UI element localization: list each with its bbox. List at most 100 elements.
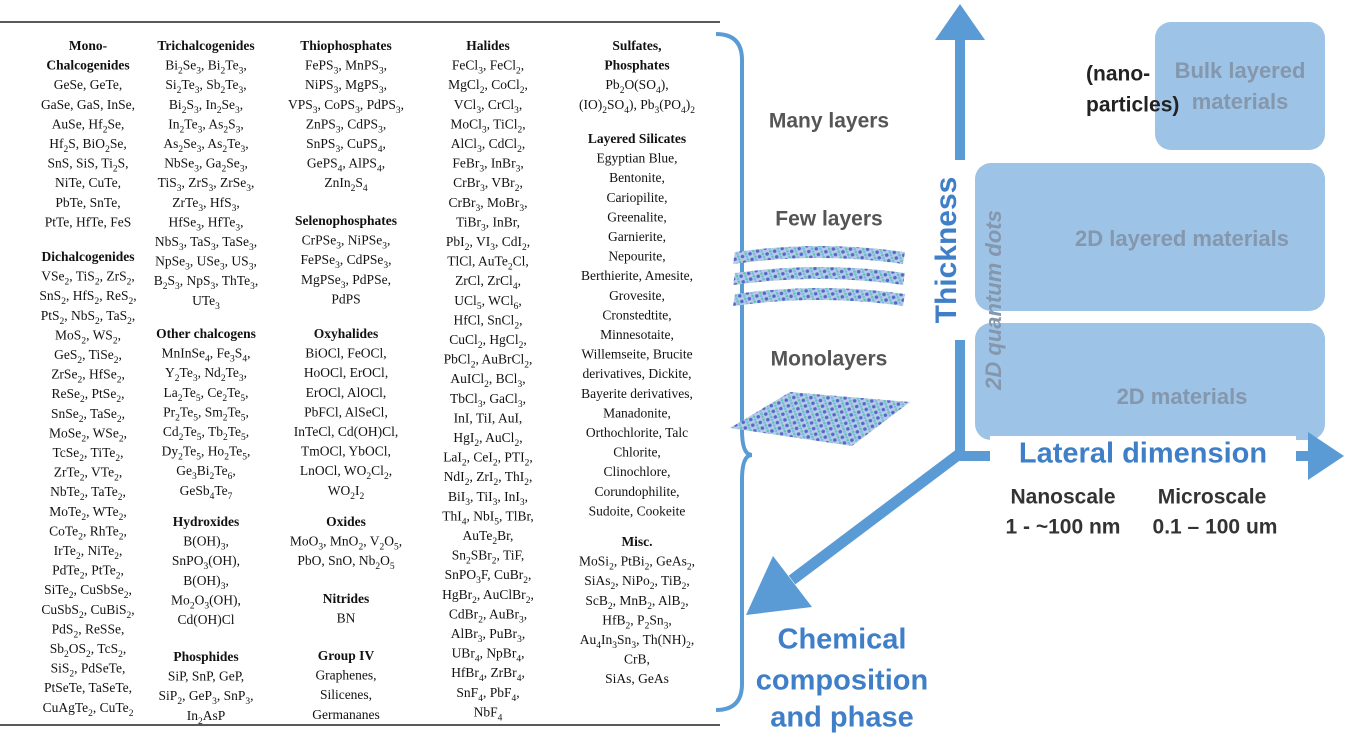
formula-part: , CrCl	[481, 97, 514, 112]
formula-part: PdS	[52, 621, 74, 636]
formula-part: AlBr	[451, 626, 479, 641]
formula-part: 3	[240, 145, 245, 155]
formula-part: 3	[477, 145, 482, 155]
formula-part: ,	[244, 365, 247, 380]
formula-part: , PuBr	[483, 626, 518, 641]
formula-part: 3	[239, 67, 244, 77]
formula-part: 2	[178, 394, 183, 404]
material-list: MoSe2, WSe2,	[49, 425, 127, 444]
formula-part: ,	[240, 97, 243, 112]
formula-part: 3	[476, 106, 481, 116]
formula-part: ReSe	[52, 386, 81, 401]
formula-part: ,	[240, 214, 243, 229]
formula-part: Cl,	[513, 254, 529, 269]
formula-part: 2	[64, 145, 69, 155]
formula-part: (PO	[659, 97, 681, 112]
formula-part: , ZrBr	[484, 665, 517, 680]
formula-part: Clinochlore,	[603, 464, 670, 479]
formula-part: , InBr	[484, 156, 516, 171]
formula-part: 2	[81, 337, 86, 347]
material-list: UBr4, NpBr4,	[452, 646, 525, 665]
formula-part: Pb	[605, 77, 620, 92]
material-list: SiP, SnP, GeP,	[168, 669, 244, 684]
formula-part: 2	[626, 622, 631, 632]
formula-part: 3	[465, 498, 470, 508]
composition-label: and phase	[770, 702, 913, 734]
formula-part: SnS, SiS, Ti	[48, 156, 114, 171]
section-heading: Halides	[466, 38, 510, 53]
formula-part: , AuCl	[479, 430, 515, 445]
formula-part: 2	[474, 439, 479, 449]
formula-part: 2	[686, 641, 691, 651]
formula-part: , Sb	[199, 77, 220, 92]
material-list: CrBr3, MoBr3,	[449, 195, 528, 214]
formula-part: 2	[492, 537, 497, 547]
formula-part: ,	[668, 612, 671, 627]
formula-part: , InBr,	[486, 214, 520, 229]
formula-part: ScB	[585, 593, 608, 608]
material-list: Y2Te3, Nd2Te3,	[165, 365, 247, 384]
formula-part: PbTe, SnTe,	[55, 195, 120, 210]
formula-part: NdI	[444, 469, 465, 484]
formula-part: , VI	[469, 234, 490, 249]
formula-part: TmOCl, YbOCl,	[301, 444, 391, 459]
formula-part: Te	[183, 385, 196, 400]
material-list: La2Te5, Ce2Te5,	[164, 385, 249, 404]
formula-part: )	[686, 97, 691, 112]
formula-part: 2	[220, 86, 225, 96]
formula-part: 4	[475, 655, 480, 665]
formula-part: ,	[525, 489, 528, 504]
formula-part: 3	[185, 263, 190, 273]
formula-part: Se	[221, 97, 235, 112]
formula-part: 2	[79, 611, 84, 621]
formula-part: ThI	[442, 508, 462, 523]
formula-part: BiI	[448, 489, 466, 504]
material-list: MoCl3, TiCl2,	[450, 116, 525, 135]
formula-part: Cariopilite,	[606, 190, 667, 205]
section-heading: Mono-	[69, 38, 107, 53]
material-list: PdS2, ReSSe,	[52, 621, 125, 640]
material-list: In2AsP	[187, 708, 226, 727]
formula-part: 3	[221, 543, 226, 553]
formula-part: MoSe	[49, 425, 81, 440]
formula-part: 3	[334, 67, 339, 77]
formula-part: ,	[120, 445, 123, 460]
formula-part: ErOCl, AlOCl,	[306, 385, 387, 400]
formula-part: TbCl	[450, 391, 478, 406]
formula-part: 3	[478, 67, 483, 77]
formula-part: HfCl, SnCl	[454, 312, 515, 327]
material-list: ScB2, MnB2, AlB2,	[585, 593, 688, 612]
formula-part: B(OH)	[183, 534, 221, 549]
material-list: NiPS3, MgPS3,	[305, 77, 387, 96]
formula-part: , WTe	[86, 504, 119, 519]
formula-part: VCl	[454, 97, 477, 112]
formula-part: ,	[521, 665, 524, 680]
formula-part: 4	[363, 184, 368, 194]
formula-part: Germananes	[312, 707, 379, 722]
formula-part: 3	[194, 106, 199, 116]
formula-part: 4	[462, 518, 467, 528]
formula-part: FeBr	[452, 156, 480, 171]
formula-part: ,	[118, 347, 121, 362]
formula-part: , TlBr,	[499, 508, 534, 523]
formula-part: , GaCl	[483, 391, 518, 406]
formula-part: 2	[525, 459, 530, 469]
formula-part: Te	[184, 116, 197, 131]
formula-part: , RhTe	[83, 523, 119, 538]
formula-part: Orthochlorite, Talc	[586, 425, 688, 440]
formula-part: PtTe, HfTe, FeS	[45, 214, 132, 229]
formula-part: Te	[180, 404, 193, 419]
formula-part: ,	[685, 593, 688, 608]
formula-part: ,	[255, 273, 258, 288]
formula-part: 2	[81, 435, 86, 445]
section-heading: Phosphates	[604, 58, 669, 73]
formula-part: , PbF	[483, 685, 512, 700]
material-list: Willemseite, Brucite	[581, 347, 692, 362]
formula-part: 3	[383, 261, 388, 271]
formula-part: PdPS	[331, 291, 360, 306]
formula-part: 3	[520, 498, 525, 508]
formula-part: SnPS	[306, 136, 335, 151]
formula-part: , Nd	[198, 365, 221, 380]
formula-part: 2	[384, 472, 389, 482]
formula-part: , MnB	[613, 593, 648, 608]
